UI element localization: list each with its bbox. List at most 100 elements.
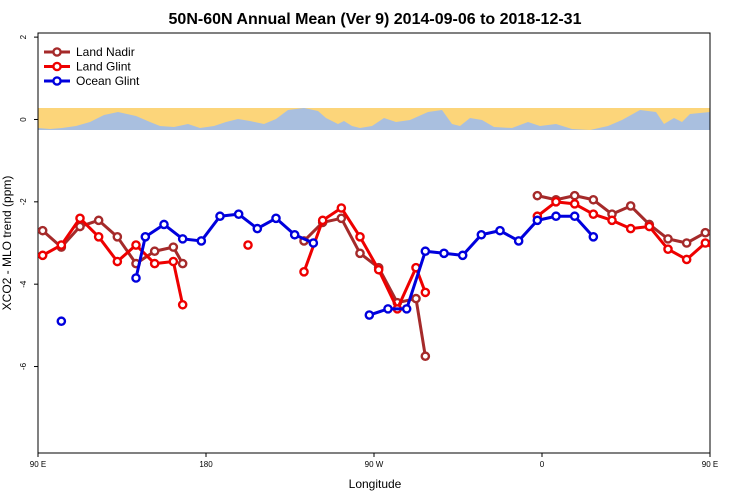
ocean-glint-point <box>532 215 543 226</box>
ocean-glint-point <box>308 238 319 248</box>
ocean-glint-point <box>140 232 151 242</box>
land-glint-point <box>607 215 617 226</box>
land-nadir-point <box>588 194 599 205</box>
land-glint-point <box>336 203 347 213</box>
land-nadir-point <box>336 213 347 224</box>
ocean-glint-point <box>569 211 580 222</box>
land-nadir-point <box>93 215 104 226</box>
legend-swatch-marker <box>52 76 62 86</box>
land-glint-point <box>38 250 48 261</box>
ocean-glint-point <box>495 225 505 236</box>
x-tick-label: 0 <box>540 460 545 469</box>
y-tick-label: 0 <box>19 117 28 122</box>
land-glint-point <box>299 267 309 277</box>
land-glint-point <box>644 221 655 232</box>
land-glint-point <box>93 232 104 242</box>
ocean-glint-point <box>177 234 188 244</box>
ocean-glint-point <box>439 248 449 259</box>
land-glint-point <box>663 244 673 254</box>
map-band <box>38 108 710 130</box>
land-nadir-point <box>681 238 692 248</box>
ocean-glint-point <box>588 232 599 242</box>
land-nadir-point <box>532 190 543 201</box>
land-glint-point <box>720 252 727 259</box>
land-glint-point <box>355 232 365 242</box>
land-nadir-point <box>420 351 431 362</box>
ocean-glint-point <box>551 211 561 222</box>
series-land-glint <box>38 197 746 314</box>
x-tick-label: 180 <box>199 460 213 469</box>
ocean-glint-point <box>56 316 67 327</box>
y-axis-label: XCO2 - MLO trend (ppm) <box>0 176 14 311</box>
series-land-nadir <box>38 190 746 362</box>
land-nadir-line <box>537 194 710 245</box>
land-glint-point <box>420 287 431 298</box>
land-glint-point <box>243 240 253 250</box>
land-glint-point <box>739 241 746 248</box>
land-glint-point <box>588 209 599 219</box>
legend-label: Land Glint <box>76 60 131 74</box>
ocean-glint-point <box>159 219 169 230</box>
land-nadir-point <box>168 242 179 252</box>
legend-swatch-marker <box>52 47 62 57</box>
ocean-glint-point <box>215 211 225 222</box>
ocean-glint-point <box>476 229 487 240</box>
x-tick-label: 90 E <box>30 460 46 469</box>
land-nadir-point <box>38 225 48 236</box>
series-layer <box>38 190 746 362</box>
x-tick-label: 90 E <box>702 460 718 469</box>
land-nadir-point <box>112 232 123 242</box>
y-tick-label: 2 <box>19 34 28 39</box>
land-glint-point <box>625 223 636 234</box>
ocean-glint-point <box>252 223 263 234</box>
land-nadir-point <box>625 201 636 211</box>
chart-title: 50N-60N Annual Mean (Ver 9) 2014-09-06 t… <box>169 11 582 28</box>
legend-swatch-marker <box>52 61 62 72</box>
land-glint-point <box>177 299 188 310</box>
land-glint-point <box>373 264 384 275</box>
land-nadir-point <box>149 246 160 257</box>
ocean-glint-point <box>401 304 412 314</box>
x-tick-label: 90 W <box>365 460 384 469</box>
land-glint-point <box>75 213 85 224</box>
land-nadir-point <box>663 234 673 244</box>
x-axis: 90 E 180 90 W 0 90 E <box>30 453 718 469</box>
ocean-glint-point <box>271 213 281 224</box>
land-glint-point <box>700 238 710 248</box>
land-nadir-point <box>355 248 365 259</box>
ocean-glint-point <box>420 246 431 257</box>
ocean-glint-point <box>289 229 300 240</box>
land-glint-point <box>131 240 141 250</box>
land-nadir-point <box>739 244 746 251</box>
land-glint-point <box>168 256 179 267</box>
land-nadir-point <box>569 190 580 201</box>
ocean-glint-point <box>730 318 737 325</box>
land-glint-point <box>112 256 123 267</box>
ocean-glint-point <box>457 250 468 261</box>
land-glint-point <box>569 199 580 209</box>
ocean-glint-point <box>364 310 375 320</box>
land-nadir-point <box>700 227 710 238</box>
y-axis: 2 0 -2 -4 -6 <box>19 34 38 370</box>
ocean-glint-point <box>383 304 393 314</box>
land-glint-point <box>149 258 160 269</box>
ocean-glint-point <box>196 236 207 246</box>
legend-item-ocean-glint: Ocean Glint <box>44 74 140 88</box>
x-axis-label: Longitude <box>349 477 402 491</box>
land-glint-point <box>551 197 561 207</box>
map-band-land <box>38 108 710 130</box>
ocean-glint-point <box>233 209 244 219</box>
legend-item-land-glint: Land Glint <box>44 60 131 74</box>
ocean-glint-point <box>131 273 141 283</box>
land-nadir-point <box>177 258 188 269</box>
land-glint-point <box>317 215 328 226</box>
land-glint-point <box>56 240 67 250</box>
y-tick-label: -6 <box>19 362 28 370</box>
land-nadir-point <box>411 293 421 304</box>
land-nadir-point <box>720 227 727 234</box>
legend-label: Land Nadir <box>76 45 135 59</box>
series-ocean-glint <box>56 209 737 327</box>
legend-item-land-nadir: Land Nadir <box>44 45 135 59</box>
